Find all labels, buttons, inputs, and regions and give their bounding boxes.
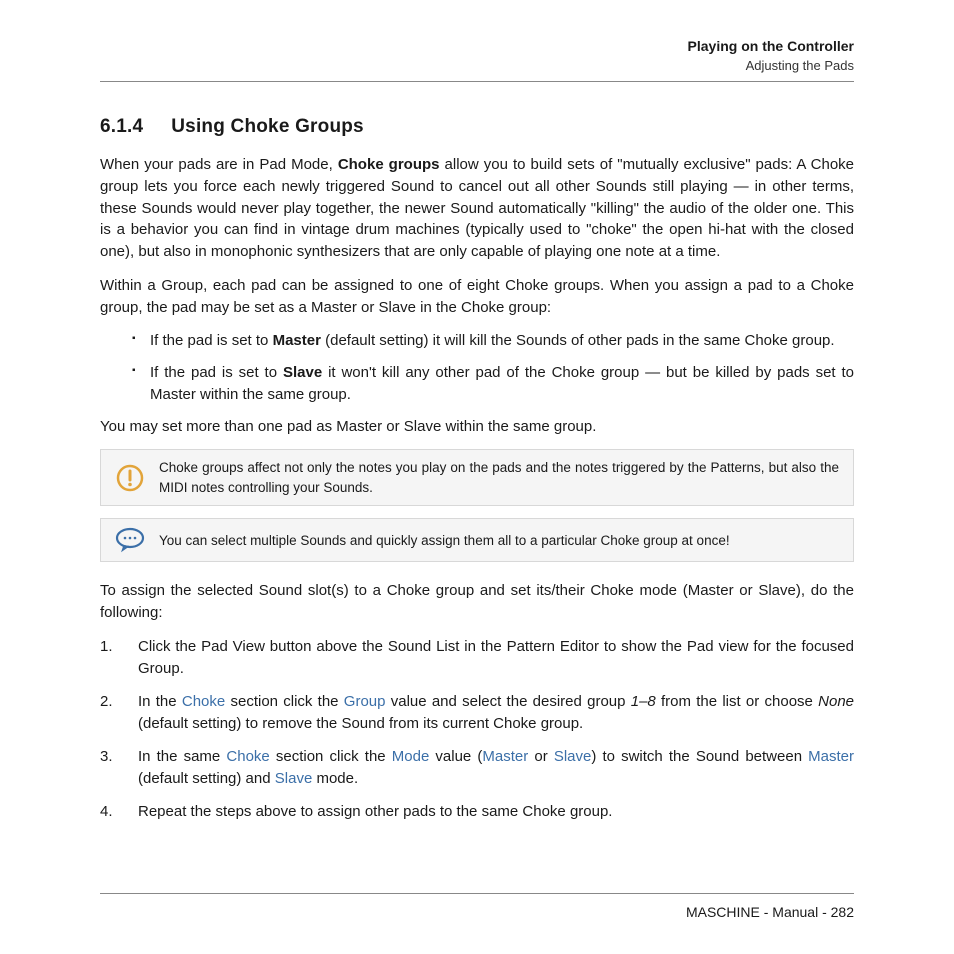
callout-tip: You can select multiple Sounds and quick…: [100, 518, 854, 562]
speech-bubble-icon: [115, 527, 145, 553]
ui-term: Master: [482, 748, 528, 765]
ui-term: Slave: [275, 770, 313, 787]
paragraph-2: Within a Group, each pad can be assigned…: [100, 275, 854, 319]
paragraph-4: To assign the selected Sound slot(s) to …: [100, 580, 854, 624]
heading-number: 6.1.4: [100, 116, 143, 138]
text: (default setting) to remove the Sound fr…: [138, 715, 583, 732]
ui-term: Choke: [226, 748, 269, 765]
text-bold: Slave: [283, 364, 322, 381]
text: If the pad is set to: [150, 364, 283, 381]
text: In the same: [138, 748, 226, 765]
text: mode.: [312, 770, 358, 787]
paragraph-1: When your pads are in Pad Mode, Choke gr…: [100, 154, 854, 263]
text-italic: 8: [647, 693, 655, 710]
text: or: [528, 748, 554, 765]
section-heading: 6.1.4 Using Choke Groups: [100, 116, 854, 138]
bullet-item: If the pad is set to Slave it won't kill…: [132, 362, 854, 406]
header-rule: [100, 81, 854, 82]
text: value (: [429, 748, 482, 765]
text: (default setting) it will kill the Sound…: [321, 332, 835, 349]
text: If the pad is set to: [150, 332, 273, 349]
callout-text: You can select multiple Sounds and quick…: [159, 531, 839, 551]
callout-warning: Choke groups affect not only the notes y…: [100, 449, 854, 506]
text: value and select the desired group: [385, 693, 630, 710]
text-bold: Master: [273, 332, 321, 349]
ui-term: Slave: [554, 748, 592, 765]
paragraph-3: You may set more than one pad as Master …: [100, 416, 854, 438]
callout-text: Choke groups affect not only the notes y…: [159, 458, 839, 497]
ui-term: Master: [808, 748, 854, 765]
bullet-item: If the pad is set to Master (default set…: [132, 330, 854, 352]
text: In the: [138, 693, 182, 710]
text-italic: None: [818, 693, 854, 710]
text-italic: 1: [631, 693, 639, 710]
footer-rule: [100, 893, 854, 894]
warning-icon: [115, 464, 145, 492]
ui-term: Mode: [392, 748, 430, 765]
bullet-list: If the pad is set to Master (default set…: [132, 330, 854, 405]
page-header: Playing on the Controller Adjusting the …: [100, 38, 854, 73]
text: section click the: [225, 693, 344, 710]
text: ) to switch the Sound between: [591, 748, 808, 765]
page-footer: MASCHINE - Manual - 282: [686, 904, 854, 920]
header-chapter: Playing on the Controller: [100, 38, 854, 54]
step-item: In the same Choke section click the Mode…: [100, 746, 854, 791]
step-item: Click the Pad View button above the Soun…: [100, 636, 854, 681]
text: from the list or choose: [656, 693, 818, 710]
text: When your pads are in Pad Mode,: [100, 156, 338, 173]
numbered-steps: Click the Pad View button above the Soun…: [100, 636, 854, 824]
text-bold: Choke groups: [338, 156, 440, 173]
step-item: In the Choke section click the Group val…: [100, 691, 854, 736]
ui-term: Choke: [182, 693, 225, 710]
step-item: Repeat the steps above to assign other p…: [100, 801, 854, 824]
ui-term: Group: [344, 693, 386, 710]
header-section: Adjusting the Pads: [100, 58, 854, 73]
heading-title: Using Choke Groups: [171, 116, 364, 138]
text: section click the: [270, 748, 392, 765]
text: (default setting) and: [138, 770, 275, 787]
